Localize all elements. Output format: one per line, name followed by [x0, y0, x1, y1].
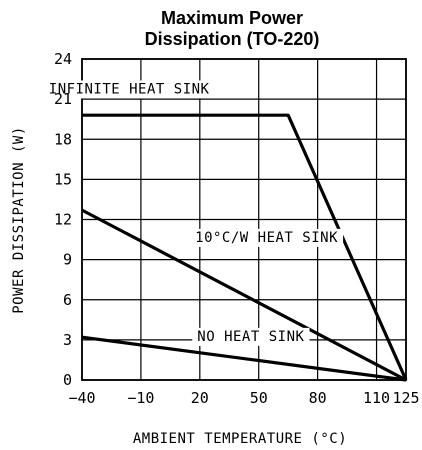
chart-title-line-2: Dissipation (TO-220) [145, 29, 320, 49]
y-tick-label-6: 18 [54, 130, 72, 148]
series-lines [81, 113, 408, 382]
y-tick-label-0: 0 [63, 371, 72, 389]
x-tick-label-4: 80 [309, 389, 327, 407]
series-line-infinite-heat-sink [82, 113, 408, 381]
svg-text:INFINITE HEAT SINK: INFINITE HEAT SINK [49, 81, 210, 97]
y-tick-label-4: 12 [54, 211, 72, 229]
series-line-10cw-heat-sink [81, 208, 407, 382]
plot-frame [81, 58, 407, 381]
y-tick-label-2: 6 [63, 291, 72, 309]
y-tick-label-3: 9 [63, 251, 72, 269]
x-tick-label-0: −40 [68, 389, 95, 407]
y-tick-label-5: 15 [54, 170, 72, 188]
y-axis-label: POWER DISSIPATION (W) [11, 126, 27, 314]
y-tick-label-7: 21 [54, 90, 72, 108]
series-line-no-heat-sink [81, 335, 407, 382]
grid [81, 58, 407, 381]
series-label-no-heat-sink: NO HEAT SINK [192, 327, 310, 346]
series-label-infinite-heat-sink: INFINITE HEAT SINK [43, 80, 215, 99]
svg-text:10°C/W HEAT SINK: 10°C/W HEAT SINK [195, 230, 338, 246]
y-tick-labels: 0 3 6 9 12 15 18 21 24 [54, 50, 72, 389]
x-tick-label-2: 20 [191, 389, 209, 407]
svg-text:NO HEAT SINK: NO HEAT SINK [197, 329, 304, 345]
x-tick-label-1: −10 [127, 389, 154, 407]
series-labels: INFINITE HEAT SINK 10°C/W HEAT SINK NO HEA… [43, 80, 344, 346]
y-tick-label-1: 3 [63, 331, 72, 349]
chart-title-line-1: Maximum Power [161, 8, 303, 28]
x-tick-label-6: 125 [392, 389, 419, 407]
x-axis-label: AMBIENT TEMPERATURE (°C) [133, 431, 347, 447]
series-label-10cw-heat-sink: 10°C/W HEAT SINK [190, 228, 344, 247]
x-tick-label-5: 110 [363, 389, 390, 407]
y-tick-label-8: 24 [54, 50, 72, 68]
x-tick-label-3: 50 [250, 389, 268, 407]
x-tick-labels: −40 −10 20 50 80 110 125 [68, 389, 419, 407]
